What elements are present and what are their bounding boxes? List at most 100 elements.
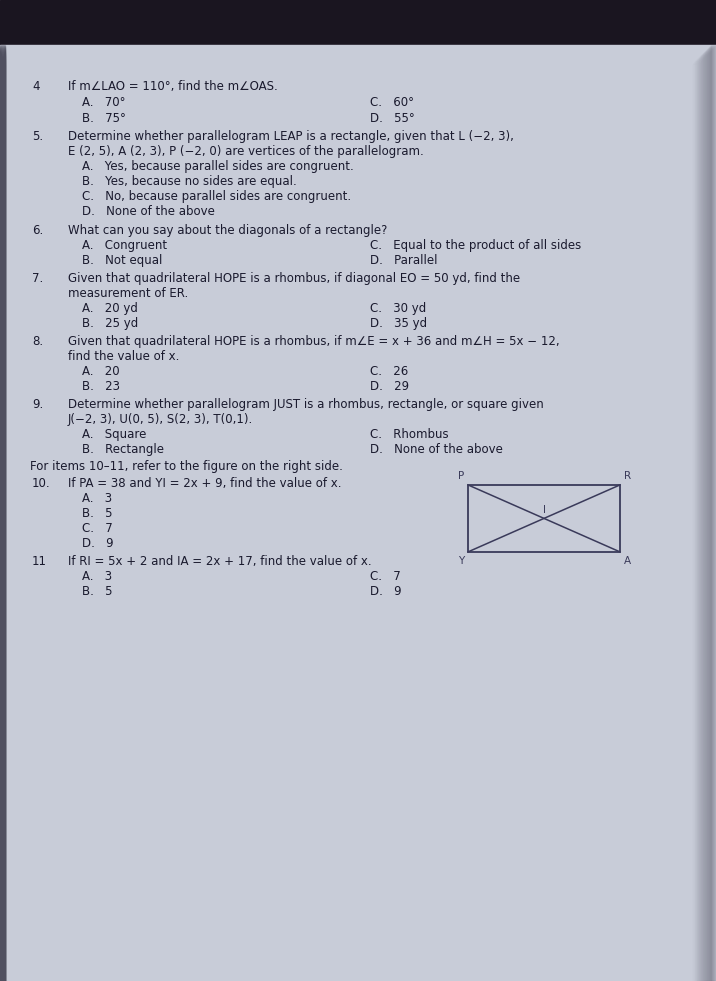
Bar — [692, 64, 697, 981]
Text: For items 10–11, refer to the figure on the right side.: For items 10–11, refer to the figure on … — [30, 460, 343, 474]
Text: B.   Not equal: B. Not equal — [82, 254, 163, 267]
Bar — [694, 62, 699, 981]
Text: Determine whether parallelogram LEAP is a rectangle, given that L (−2, 3),: Determine whether parallelogram LEAP is … — [68, 130, 514, 143]
Text: A.   Yes, because parallel sides are congruent.: A. Yes, because parallel sides are congr… — [82, 161, 354, 174]
Text: R: R — [624, 471, 631, 481]
Text: D.   35 yd: D. 35 yd — [370, 317, 427, 330]
Bar — [700, 56, 705, 981]
Bar — [709, 47, 714, 981]
Bar — [695, 61, 700, 981]
Bar — [699, 57, 704, 981]
Bar — [0, 63, 5, 981]
Bar — [0, 51, 5, 981]
Text: C.   Equal to the product of all sides: C. Equal to the product of all sides — [370, 238, 581, 251]
Bar — [707, 49, 712, 981]
Text: D.   29: D. 29 — [370, 380, 409, 393]
Text: A.   20 yd: A. 20 yd — [82, 302, 138, 315]
Text: 8.: 8. — [32, 335, 43, 348]
Bar — [0, 49, 5, 981]
Text: Given that quadrilateral HOPE is a rhombus, if m∠E = x + 36 and m∠H = 5x − 12,: Given that quadrilateral HOPE is a rhomb… — [68, 335, 560, 348]
Bar — [710, 46, 715, 981]
Text: A.   3: A. 3 — [82, 491, 112, 505]
Text: A.   70°: A. 70° — [82, 96, 125, 110]
Text: C.   No, because parallel sides are congruent.: C. No, because parallel sides are congru… — [82, 190, 351, 203]
Text: I: I — [543, 505, 546, 515]
Bar — [701, 55, 706, 981]
Bar — [704, 52, 709, 981]
Bar — [0, 59, 5, 981]
Text: J(−2, 3), U(0, 5), S(2, 3), T(0,1).: J(−2, 3), U(0, 5), S(2, 3), T(0,1). — [68, 413, 253, 426]
Bar — [697, 59, 702, 981]
Text: B.   5: B. 5 — [82, 585, 112, 598]
Text: Given that quadrilateral HOPE is a rhombus, if diagonal EO = 50 yd, find the: Given that quadrilateral HOPE is a rhomb… — [68, 272, 520, 284]
Text: 4: 4 — [32, 80, 39, 93]
Bar — [696, 60, 701, 981]
Bar — [703, 53, 708, 981]
Text: 7.: 7. — [32, 272, 43, 284]
Text: C.   26: C. 26 — [370, 365, 408, 378]
Bar — [0, 56, 5, 981]
Bar — [0, 61, 5, 981]
Text: If PA = 38 and YI = 2x + 9, find the value of x.: If PA = 38 and YI = 2x + 9, find the val… — [68, 477, 342, 490]
Text: C.   7: C. 7 — [370, 570, 401, 583]
Text: If RI = 5x + 2 and IA = 2x + 17, find the value of x.: If RI = 5x + 2 and IA = 2x + 17, find th… — [68, 555, 372, 568]
Bar — [705, 51, 710, 981]
Text: D.   None of the above: D. None of the above — [82, 205, 215, 219]
Bar — [0, 64, 5, 981]
Text: C.   60°: C. 60° — [370, 96, 414, 110]
Text: A.   3: A. 3 — [82, 570, 112, 583]
Text: Y: Y — [458, 556, 464, 566]
Bar — [0, 58, 5, 981]
Text: A.   20: A. 20 — [82, 365, 120, 378]
Bar — [706, 50, 711, 981]
Text: 10.: 10. — [32, 477, 51, 490]
Bar — [702, 54, 707, 981]
Text: P: P — [458, 471, 464, 481]
Text: B.   Rectangle: B. Rectangle — [82, 443, 164, 456]
Text: What can you say about the diagonals of a rectangle?: What can you say about the diagonals of … — [68, 224, 387, 236]
Text: D.   9: D. 9 — [370, 585, 402, 598]
Text: If m∠LAO = 110°, find the m∠OAS.: If m∠LAO = 110°, find the m∠OAS. — [68, 80, 278, 93]
Text: D.   None of the above: D. None of the above — [370, 443, 503, 456]
Text: E (2, 5), A (2, 3), P (−2, 0) are vertices of the parallelogram.: E (2, 5), A (2, 3), P (−2, 0) are vertic… — [68, 145, 424, 159]
Bar — [708, 48, 713, 981]
Text: 5.: 5. — [32, 130, 43, 143]
Text: B.   5: B. 5 — [82, 507, 112, 520]
Text: B.   Yes, because no sides are equal.: B. Yes, because no sides are equal. — [82, 176, 296, 188]
Text: measurement of ER.: measurement of ER. — [68, 286, 188, 300]
Bar — [0, 54, 5, 981]
Bar — [0, 46, 5, 981]
Bar — [0, 0, 716, 55]
Text: 11: 11 — [32, 555, 47, 568]
Text: 9.: 9. — [32, 398, 43, 411]
Text: D.   9: D. 9 — [82, 537, 114, 550]
Text: D.   55°: D. 55° — [370, 112, 415, 125]
Bar — [698, 58, 703, 981]
Text: C.   Rhombus: C. Rhombus — [370, 428, 449, 441]
Bar — [693, 63, 698, 981]
Text: A.   Congruent: A. Congruent — [82, 238, 167, 251]
Bar — [468, 485, 620, 552]
Text: B.   25 yd: B. 25 yd — [82, 317, 138, 330]
Bar — [711, 45, 716, 981]
Bar — [0, 60, 5, 981]
Bar — [0, 45, 5, 981]
Text: find the value of x.: find the value of x. — [68, 350, 180, 363]
Text: 6.: 6. — [32, 224, 43, 236]
Bar — [0, 52, 5, 981]
Text: A: A — [624, 556, 631, 566]
Text: Determine whether parallelogram JUST is a rhombus, rectangle, or square given: Determine whether parallelogram JUST is … — [68, 398, 543, 411]
Bar — [0, 48, 5, 981]
Bar — [0, 50, 5, 981]
Text: B.   23: B. 23 — [82, 380, 120, 393]
Bar — [0, 55, 5, 981]
Text: A.   Square: A. Square — [82, 428, 146, 441]
Bar — [0, 62, 5, 981]
Bar — [0, 57, 5, 981]
Bar — [0, 47, 5, 981]
Bar — [0, 53, 5, 981]
Text: B.   75°: B. 75° — [82, 112, 126, 125]
Text: C.   30 yd: C. 30 yd — [370, 302, 426, 315]
Text: D.   Parallel: D. Parallel — [370, 254, 437, 267]
Text: C.   7: C. 7 — [82, 522, 112, 535]
